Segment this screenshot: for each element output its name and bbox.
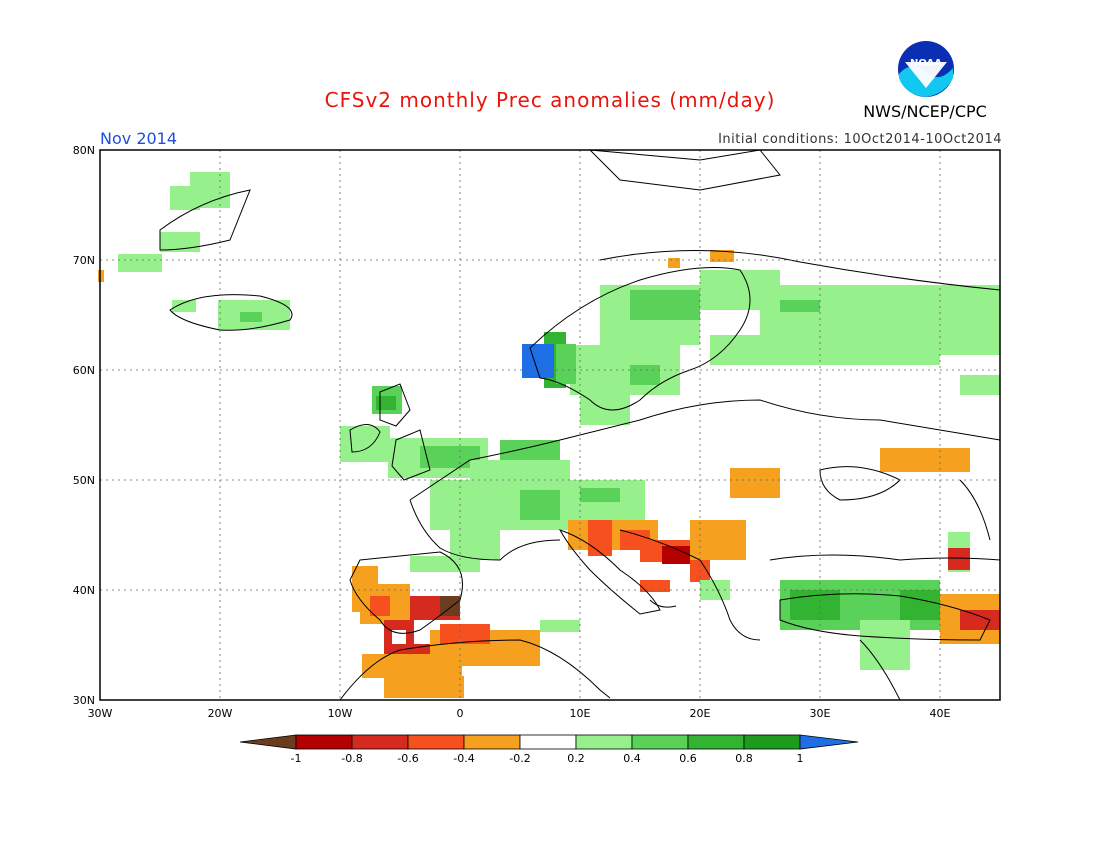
- lon-tick-label: 30E: [810, 707, 831, 720]
- colorbar-swatch: [631, 734, 689, 750]
- colorbar-label: -0.2: [509, 752, 530, 765]
- anomaly-field: [98, 172, 1000, 698]
- colorbar-high-arrow: [799, 734, 859, 750]
- colorbar-label: -1: [291, 752, 302, 765]
- logo-text: NOAA: [910, 58, 942, 69]
- lon-tick-label: 10W: [328, 707, 353, 720]
- colorbar-label: 1: [797, 752, 804, 765]
- colorbar-label: -0.8: [341, 752, 362, 765]
- graticule: [100, 150, 1000, 700]
- lat-tick-label: 50N: [73, 474, 95, 487]
- colorbar-label: 0.6: [679, 752, 697, 765]
- lon-tick-label: 30W: [88, 707, 113, 720]
- month-label: Nov 2014: [100, 129, 178, 148]
- lon-tick-label: 10E: [570, 707, 591, 720]
- lat-tick-label: 60N: [73, 364, 95, 377]
- noaa-logo: NOAA: [896, 39, 956, 99]
- colorbar-label: -0.6: [397, 752, 418, 765]
- lon-tick-labels: 30W 20W 10W 0 10E 20E 30E 40E: [88, 707, 951, 720]
- lat-tick-labels: 30N 40N 50N 60N 70N 80N: [73, 144, 95, 707]
- chart-title: CFSv2 monthly Prec anomalies (mm/day): [324, 88, 776, 112]
- lon-tick-label: 20W: [208, 707, 233, 720]
- lon-tick-label: 0: [457, 707, 464, 720]
- colorbar-label: 0.2: [567, 752, 585, 765]
- colorbar: [239, 734, 859, 750]
- lat-tick-label: 40N: [73, 584, 95, 597]
- initial-conditions-label: Initial conditions: 10Oct2014-10Oct2014: [718, 132, 1002, 147]
- colorbar-swatch: [743, 734, 801, 750]
- lon-tick-label: 20E: [690, 707, 711, 720]
- colorbar-labels: -1 -0.8 -0.6 -0.4 -0.2 0.2 0.4 0.6 0.8 1: [291, 752, 804, 765]
- colorbar-swatch: [575, 734, 633, 750]
- colorbar-low-arrow: [239, 734, 297, 750]
- colorbar-swatch: [407, 734, 465, 750]
- map-frame: [99, 149, 1001, 701]
- coastlines: [159, 149, 1001, 701]
- colorbar-swatch: [351, 734, 409, 750]
- colorbar-swatch: [687, 734, 745, 750]
- colorbar-label: 0.4: [623, 752, 641, 765]
- lat-tick-label: 80N: [73, 144, 95, 157]
- lat-tick-label: 70N: [73, 254, 95, 267]
- lat-tick-label: 30N: [73, 694, 95, 707]
- colorbar-swatch: [519, 734, 577, 750]
- agency-label: NWS/NCEP/CPC: [863, 102, 987, 121]
- lon-tick-label: 40E: [930, 707, 951, 720]
- colorbar-label: -0.4: [453, 752, 474, 765]
- colorbar-swatch: [295, 734, 353, 750]
- colorbar-label: 0.8: [735, 752, 753, 765]
- colorbar-swatch: [463, 734, 521, 750]
